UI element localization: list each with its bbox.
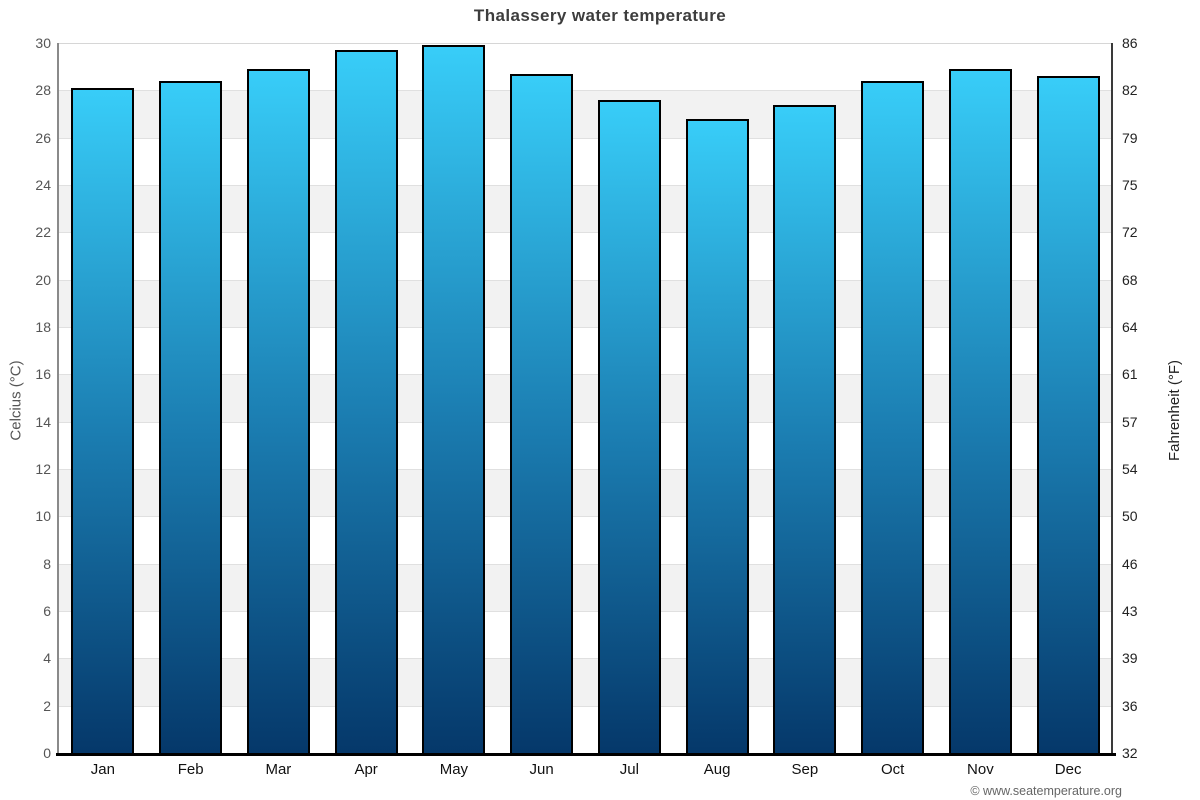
plot-band-12-10	[59, 469, 1112, 517]
month-label-mar: Mar	[265, 761, 292, 778]
fahrenheit-tick-54: 54	[1122, 461, 1138, 477]
celsius-axis-line	[57, 43, 59, 753]
celsius-tick-12: 12	[35, 461, 51, 477]
fahrenheit-tick-43: 43	[1122, 603, 1138, 619]
celsius-tick-10: 10	[35, 508, 51, 525]
gridline-20c	[59, 279, 1112, 281]
plot-band-20-18	[59, 279, 1112, 327]
gridline-16c	[59, 374, 1112, 376]
celsius-tick-26: 26	[35, 129, 51, 146]
fahrenheit-tick-61: 61	[1122, 366, 1138, 383]
month-label-aug: Aug	[703, 761, 731, 778]
fahrenheit-axis-line	[1111, 43, 1113, 753]
gridline-8c	[59, 563, 1112, 565]
gridline-14c	[59, 421, 1112, 423]
gridline-22c	[59, 232, 1112, 234]
month-label-jan: Jan	[90, 761, 115, 778]
month-label-jul: Jul	[619, 761, 639, 778]
celsius-tick-30: 30	[35, 35, 51, 51]
celsius-tick-20: 20	[35, 271, 51, 288]
celsius-tick-4: 4	[43, 650, 51, 667]
plot-band-18-16	[59, 327, 1112, 375]
x-axis-baseline	[56, 753, 1116, 756]
fahrenheit-tick-50: 50	[1122, 508, 1138, 525]
plot-band-26-24	[59, 137, 1112, 185]
plot-band-24-22	[59, 185, 1112, 233]
celsius-tick-18: 18	[35, 319, 51, 335]
bar-feb	[159, 80, 223, 753]
gridline-6c	[59, 611, 1112, 612]
gridline-2c	[59, 705, 1112, 707]
fahrenheit-tick-72: 72	[1122, 224, 1138, 241]
bar-nov	[948, 69, 1012, 753]
celsius-tick-2: 2	[43, 697, 51, 714]
month-label-apr: Apr	[354, 761, 378, 778]
copyright-attribution: © www.seatemperature.org	[970, 784, 1122, 798]
fahrenheit-tick-82: 82	[1122, 82, 1138, 99]
gridline-10c	[59, 516, 1112, 518]
month-label-nov: Nov	[967, 761, 994, 778]
bar-jul	[597, 99, 661, 753]
fahrenheit-tick-86: 86	[1122, 35, 1138, 51]
month-label-sep: Sep	[791, 761, 819, 778]
bar-oct	[861, 80, 925, 753]
fahrenheit-tick-79: 79	[1122, 129, 1138, 146]
plot-band-22-20	[59, 232, 1112, 280]
gridline-28c	[59, 90, 1112, 92]
gridline-4c	[59, 658, 1112, 660]
plot-band-28-26	[59, 90, 1112, 138]
gridline-26c	[59, 137, 1112, 139]
month-label-dec: Dec	[1054, 761, 1082, 778]
bar-jun	[510, 73, 574, 753]
month-label-oct: Oct	[880, 761, 905, 778]
bar-mar	[246, 69, 310, 753]
month-label-may: May	[439, 761, 469, 778]
chart-title: Thalassery water temperature	[473, 6, 727, 25]
gridline-30c	[59, 43, 1112, 44]
fahrenheit-tick-68: 68	[1122, 271, 1138, 288]
fahrenheit-tick-57: 57	[1122, 413, 1138, 430]
month-label-feb: Feb	[177, 761, 204, 778]
celsius-tick-8: 8	[43, 555, 51, 572]
fahrenheit-tick-46: 46	[1122, 555, 1138, 572]
plot-band-30-28	[59, 43, 1112, 91]
celsius-tick-28: 28	[35, 82, 51, 99]
bar-may	[422, 45, 486, 753]
bar-aug	[685, 118, 749, 753]
celsius-tick-16: 16	[35, 366, 51, 383]
plot-band-14-12	[59, 421, 1112, 469]
bar-apr	[334, 50, 398, 753]
bar-jan	[71, 87, 135, 753]
bar-dec	[1036, 76, 1100, 753]
plot-band-2-0	[59, 705, 1112, 753]
plot-band-4-2	[59, 658, 1112, 706]
plot-band-16-14	[59, 374, 1112, 422]
celsius-tick-6: 6	[43, 603, 51, 619]
plot-band-10-8	[59, 516, 1112, 564]
celsius-tick-22: 22	[35, 224, 51, 241]
fahrenheit-tick-75: 75	[1122, 177, 1138, 193]
plot-band-6-4	[59, 611, 1112, 659]
fahrenheit-tick-36: 36	[1122, 697, 1138, 714]
bar-sep	[773, 104, 837, 753]
celsius-tick-0: 0	[43, 745, 51, 761]
month-label-jun: Jun	[529, 761, 554, 778]
gridline-12c	[59, 469, 1112, 470]
celsius-tick-24: 24	[35, 177, 51, 193]
gridline-18c	[59, 327, 1112, 328]
plot-band-8-6	[59, 563, 1112, 611]
fahrenheit-tick-64: 64	[1122, 319, 1138, 335]
celsius-tick-14: 14	[35, 413, 51, 430]
fahrenheit-tick-39: 39	[1122, 650, 1138, 667]
fahrenheit-tick-32: 32	[1122, 745, 1138, 761]
gridline-24c	[59, 185, 1112, 186]
